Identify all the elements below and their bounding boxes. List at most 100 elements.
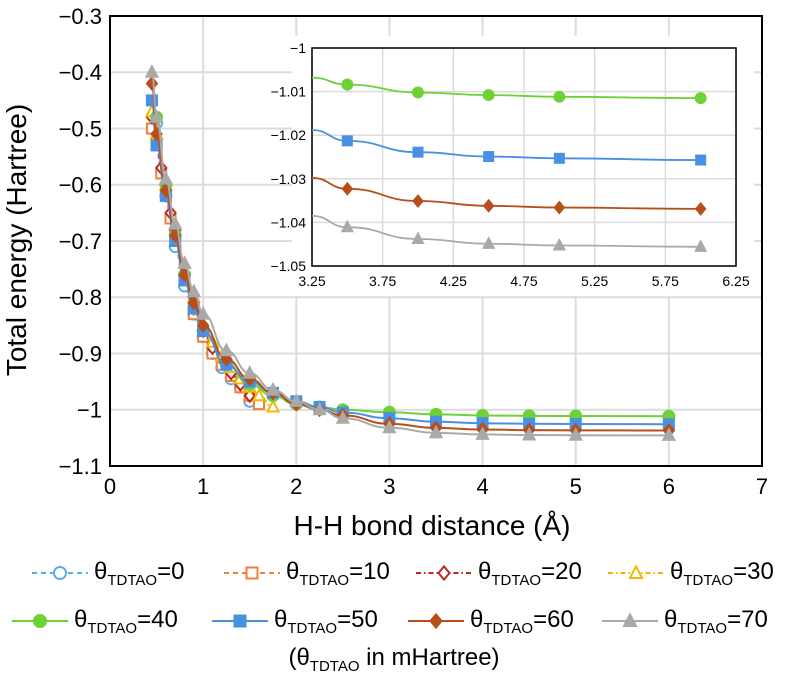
main-point bbox=[661, 427, 677, 441]
main-y-tick-label: −0.3 bbox=[59, 4, 102, 29]
main-point bbox=[158, 170, 174, 185]
main-x-tick-label: 2 bbox=[290, 474, 302, 499]
main-point bbox=[219, 342, 234, 357]
inset-series-0 bbox=[311, 76, 707, 105]
main-plot-frame bbox=[109, 15, 763, 467]
legend-marker-1 bbox=[245, 566, 259, 580]
main-x-tick-label: 6 bbox=[663, 474, 675, 499]
inset-x-tick-label: 5.25 bbox=[581, 273, 608, 289]
main-y-tick-label: −1 bbox=[77, 398, 102, 423]
main-x-tick-label: 5 bbox=[570, 474, 582, 499]
main-series bbox=[144, 64, 677, 441]
inset-y-tick-label: −1.02 bbox=[271, 127, 307, 143]
inset-series-1 bbox=[311, 129, 707, 166]
main-point bbox=[251, 387, 267, 402]
legend-swatch-3 bbox=[608, 564, 664, 579]
legend-label-7: θTDTAO=70 bbox=[664, 605, 768, 637]
legend-item-7: θTDTAO=70 bbox=[600, 604, 768, 638]
inset-point bbox=[412, 146, 424, 158]
legend-label-2: θTDTAO=20 bbox=[478, 557, 582, 589]
main-y-tick-label: −0.7 bbox=[59, 229, 102, 254]
main-x-tick-label: 7 bbox=[756, 474, 768, 499]
main-point bbox=[144, 64, 160, 78]
legend-label-6: θTDTAO=60 bbox=[470, 605, 574, 637]
inset-point bbox=[341, 135, 353, 147]
legend-item-2: θTDTAO=20 bbox=[414, 556, 582, 590]
inset-series-3 bbox=[311, 214, 708, 252]
y-axis-label: Total energy (Hartree) bbox=[1, 104, 32, 376]
inset-y-tick-label: −1.05 bbox=[271, 258, 307, 274]
inset-point bbox=[694, 239, 708, 252]
main-y-tick-label: −1.1 bbox=[59, 454, 102, 479]
main-series-2 bbox=[145, 109, 257, 404]
main-point bbox=[265, 398, 281, 413]
legend-marker-2 bbox=[437, 564, 451, 582]
main-y-tick-label: −0.8 bbox=[59, 285, 102, 310]
main-point bbox=[195, 305, 211, 320]
main-point bbox=[521, 426, 537, 441]
main-point bbox=[168, 215, 183, 230]
legend-item-0: θTDTAO=0 bbox=[30, 556, 184, 590]
legend-item-1: θTDTAO=10 bbox=[222, 556, 390, 590]
main-y-tick-label: −0.6 bbox=[59, 173, 102, 198]
main-point bbox=[382, 419, 397, 434]
main-point bbox=[475, 426, 490, 440]
legend-label-4: θTDTAO=40 bbox=[74, 605, 178, 637]
legend-swatch-4 bbox=[12, 613, 68, 629]
inset-point bbox=[341, 78, 354, 91]
inset-x-tick-label: 4.25 bbox=[440, 273, 467, 289]
legend-swatch-5 bbox=[212, 614, 268, 628]
main-series-3 bbox=[144, 103, 281, 413]
inset-y-tick-label: −1.03 bbox=[271, 171, 307, 187]
legend: θTDTAO=0 θTDTAO=10 θTDTAO=20 θTDTAO=30 θ… bbox=[0, 548, 788, 682]
inset-point bbox=[341, 181, 354, 196]
inset-point bbox=[695, 154, 707, 166]
inset-point bbox=[553, 90, 566, 103]
inset-background bbox=[292, 36, 754, 296]
inset-x-tick-label: 3.75 bbox=[369, 273, 396, 289]
main-y-tick-label: −0.5 bbox=[59, 116, 102, 141]
inset-point bbox=[482, 236, 496, 249]
legend-marker-5 bbox=[233, 614, 247, 628]
inset-tick-labels: 3.25 3.75 4.25 4.75 5.25 5.75 6.25 −1.05 −1.04 −1… bbox=[271, 40, 750, 289]
main-point bbox=[177, 255, 192, 269]
legend-swatch-7 bbox=[602, 612, 658, 627]
inset-point bbox=[553, 152, 565, 164]
inset-point bbox=[340, 219, 354, 233]
inset-grid bbox=[311, 47, 737, 267]
main-axes bbox=[109, 15, 763, 467]
main-point bbox=[145, 75, 159, 92]
legend-label-1: θTDTAO=10 bbox=[286, 557, 390, 589]
main-x-tick-label: 0 bbox=[104, 474, 116, 499]
main-x-tick-label: 4 bbox=[476, 474, 488, 499]
main-point bbox=[568, 427, 583, 441]
inset-chart: 3.25 3.75 4.25 4.75 5.25 5.75 6.25 −1.05 −1.04 −1… bbox=[271, 36, 754, 296]
legend-marker-0 bbox=[52, 565, 68, 581]
legend-marker-6 bbox=[429, 612, 443, 630]
main-y-tick-label: −0.9 bbox=[59, 341, 102, 366]
main-point bbox=[242, 365, 257, 379]
inset-y-tick-label: −1.01 bbox=[271, 84, 307, 100]
inset-series-2 bbox=[311, 177, 707, 216]
legend-marker-4 bbox=[32, 613, 48, 629]
inset-point bbox=[482, 89, 495, 102]
main-point bbox=[312, 401, 327, 416]
legend-swatch-2 bbox=[416, 564, 472, 582]
main-y-tick-label: −0.4 bbox=[59, 60, 102, 85]
main-series-7 bbox=[144, 64, 677, 441]
legend-item-3: θTDTAO=30 bbox=[606, 556, 774, 590]
inset-series bbox=[311, 76, 708, 252]
legend-marker-3 bbox=[628, 564, 644, 579]
legend-label-0: θTDTAO=0 bbox=[94, 557, 185, 589]
legend-swatch-6 bbox=[408, 612, 464, 630]
x-axis-label: H-H bond distance (Å) bbox=[293, 510, 570, 541]
legend-units-note: (θTDTAO in mHartree) bbox=[288, 644, 500, 675]
main-point bbox=[335, 410, 351, 424]
main-point bbox=[145, 94, 158, 107]
legend-swatch-0 bbox=[32, 565, 88, 581]
legend-marker-7 bbox=[622, 612, 638, 627]
inset-point bbox=[552, 237, 566, 251]
inset-x-tick-label: 4.75 bbox=[510, 273, 537, 289]
inset-x-tick-label: 6.25 bbox=[722, 273, 749, 289]
main-point bbox=[149, 109, 164, 123]
